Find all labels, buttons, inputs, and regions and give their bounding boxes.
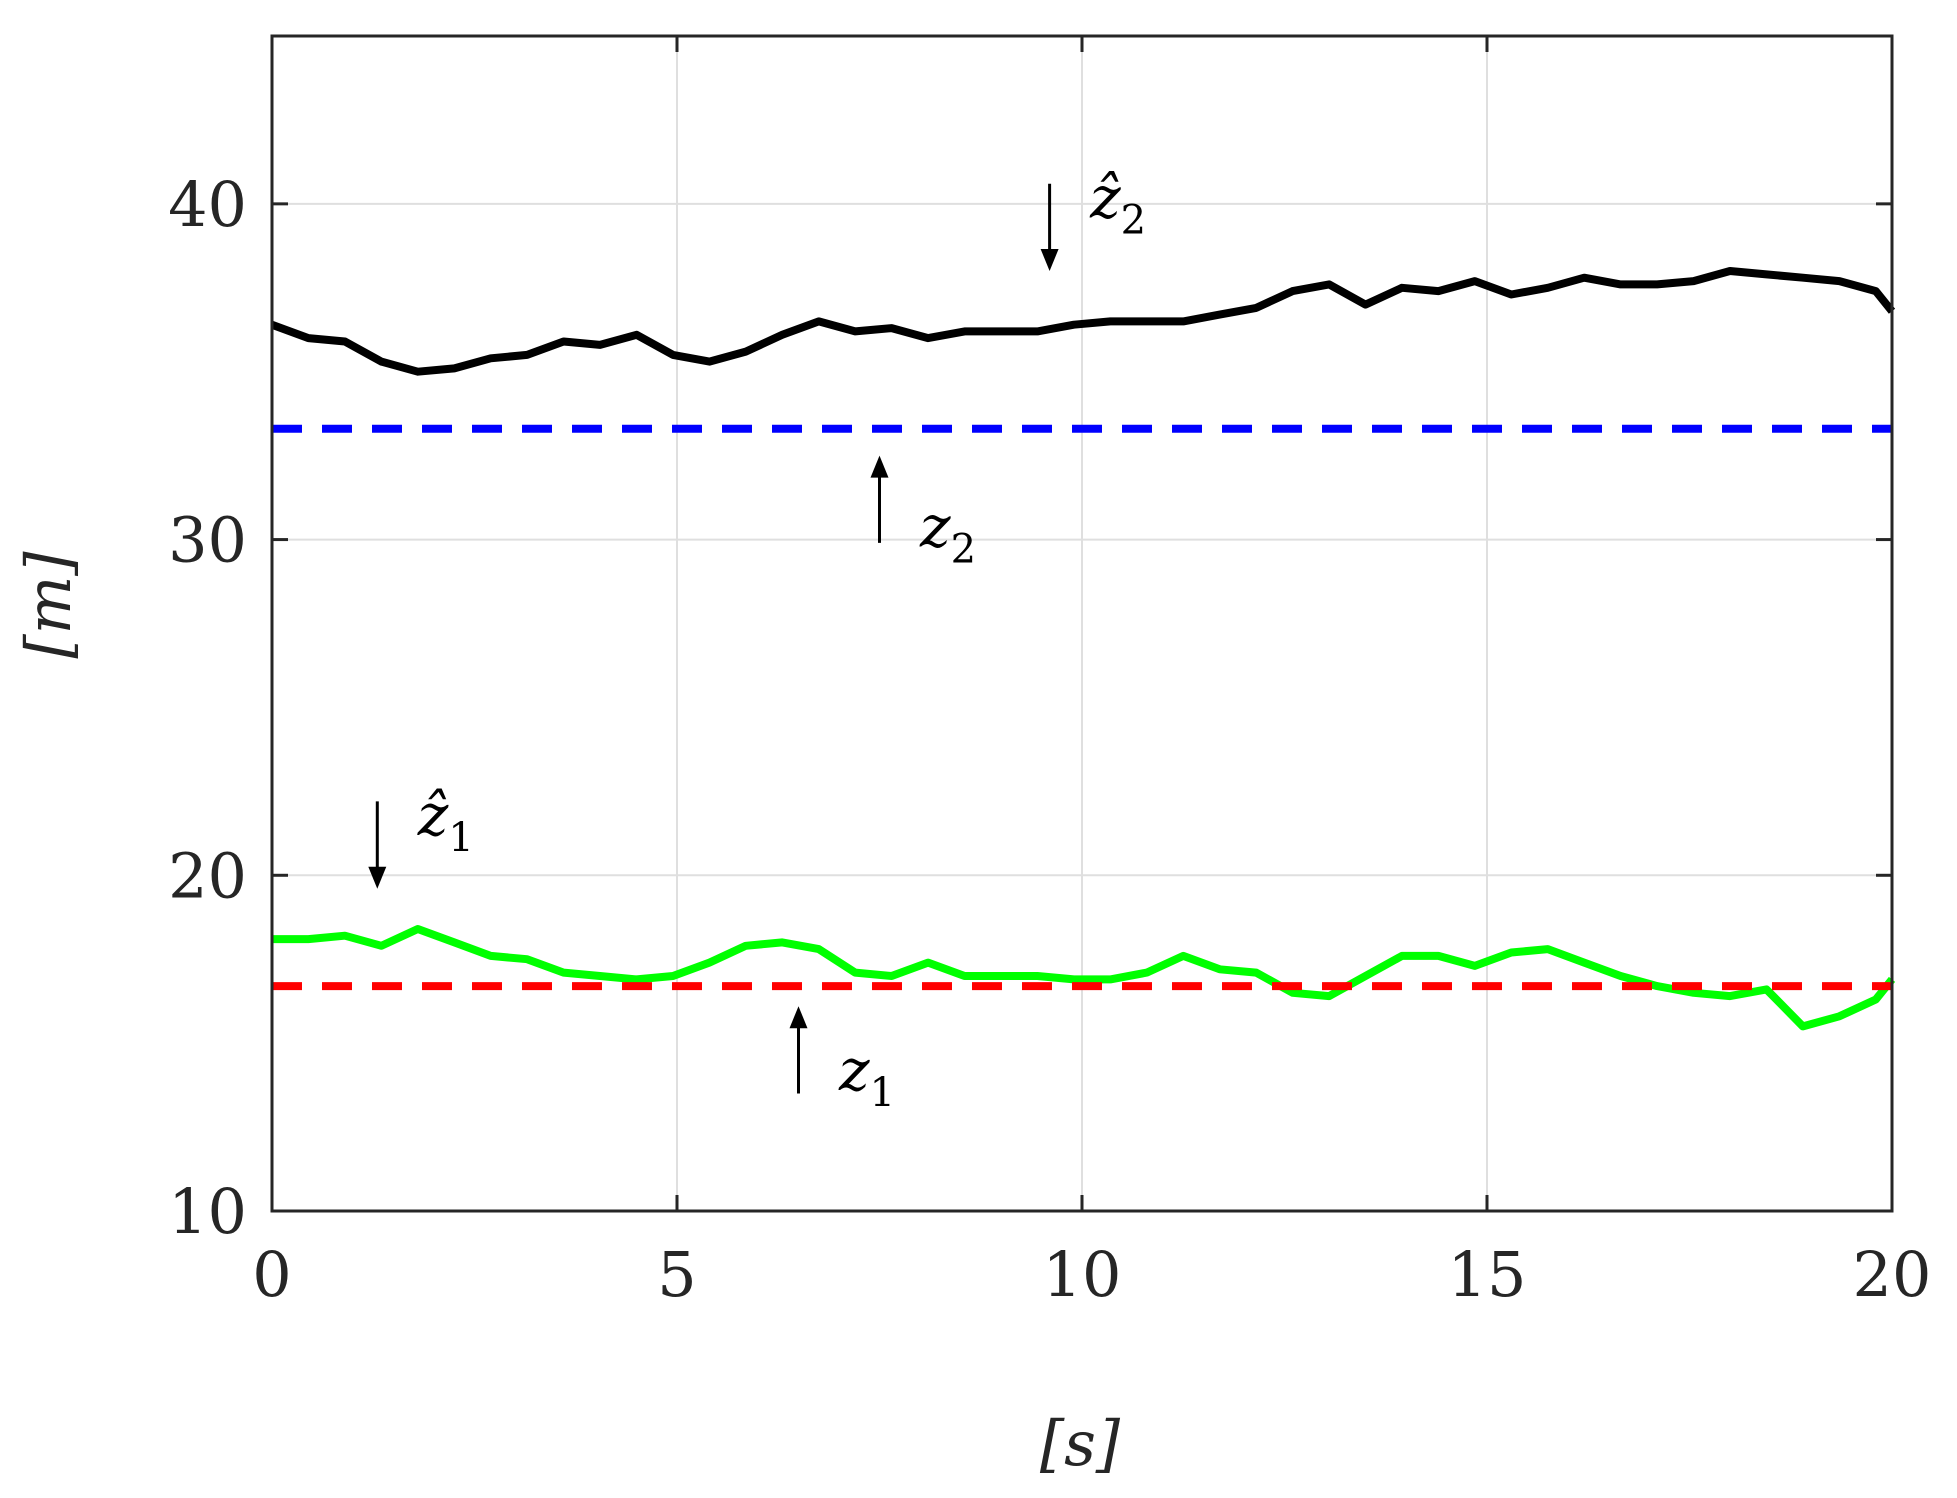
annotation-subscript-z1hat: 1: [448, 815, 473, 861]
y-tick-label: 40: [168, 168, 247, 241]
x-tick-label: 5: [657, 1238, 696, 1311]
annotation-label-z1: z1: [838, 1036, 895, 1116]
y-axis-label: [m]: [12, 551, 85, 659]
x-tick-label: 10: [1043, 1238, 1122, 1311]
x-tick-label: 15: [1448, 1238, 1527, 1311]
y-tick-label: 20: [168, 839, 247, 912]
annotation-label-z2hat: ẑ2: [1089, 163, 1146, 243]
annotation-base-z2hat: ẑ: [1089, 163, 1121, 231]
annotation-label-z2: z2: [919, 492, 976, 572]
annotation-base-z1hat: ẑ: [417, 781, 449, 849]
annotation-subscript-z2hat: 2: [1121, 197, 1146, 243]
y-tick-label: 10: [168, 1175, 247, 1248]
x-tick-label: 20: [1853, 1238, 1932, 1311]
x-axis-label: [s]: [1040, 1407, 1121, 1480]
annotation-arrow-head-z1hat: [368, 867, 386, 889]
annotation-base-z2: z: [919, 492, 951, 560]
annotation-label-z1hat: ẑ1: [417, 781, 474, 861]
annotation-arrow-head-z2hat: [1041, 249, 1059, 271]
annotation-arrow-head-z2: [871, 456, 889, 478]
annotation-base-z1: z: [838, 1036, 870, 1104]
x-tick-label: 0: [252, 1238, 291, 1311]
annotation-subscript-z2: 2: [951, 526, 976, 572]
y-tick-label: 30: [168, 504, 247, 577]
grid-layer: [272, 36, 1892, 1211]
annotation-arrow-head-z1: [790, 1006, 808, 1028]
annotation-subscript-z1: 1: [870, 1070, 895, 1116]
